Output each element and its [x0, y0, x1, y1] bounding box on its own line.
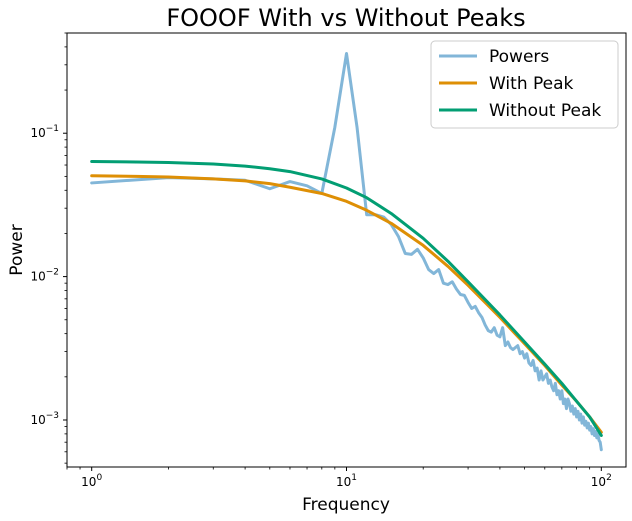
x-tick-exponent: 1	[351, 473, 357, 483]
y-tick-label: 10−3	[30, 411, 59, 427]
y-tick-label: 10−2	[30, 268, 59, 284]
x-tick-base: 10	[81, 475, 96, 489]
x-tick-base: 10	[591, 475, 606, 489]
y-tick-base: 10	[30, 413, 45, 427]
y-tick-exponent: −1	[46, 124, 59, 134]
x-axis-label: Frequency	[302, 495, 390, 515]
chart-title: FOOOF With vs Without Peaks	[166, 4, 525, 32]
x-tick-exponent: 0	[96, 473, 102, 483]
y-tick-exponent: −2	[46, 268, 59, 278]
legend-label-2: Without Peak	[489, 101, 601, 121]
legend: Powers With Peak Without Peak	[430, 40, 619, 129]
legend-label-1: With Peak	[489, 74, 574, 94]
x-tick-exponent: 2	[606, 473, 612, 483]
legend-box	[430, 40, 619, 129]
x-tick-label: 102	[591, 473, 612, 489]
series-line-0	[90, 51, 603, 452]
y-axis-label: Power	[7, 224, 27, 275]
y-axis: 10−310−210−1	[30, 32, 67, 464]
y-tick-label: 10−1	[30, 124, 59, 140]
plot-area	[90, 51, 603, 452]
x-tick-label: 101	[336, 473, 357, 489]
series-line-2	[90, 160, 603, 437]
x-tick-base: 10	[336, 475, 351, 489]
x-axis: 100 101 102	[66, 467, 612, 489]
y-tick-exponent: −3	[46, 411, 59, 421]
legend-label-0: Powers	[489, 47, 549, 67]
y-tick-base: 10	[30, 270, 45, 284]
x-tick-label: 100	[81, 473, 102, 489]
y-tick-base: 10	[30, 126, 45, 140]
series-line-1	[90, 174, 603, 434]
